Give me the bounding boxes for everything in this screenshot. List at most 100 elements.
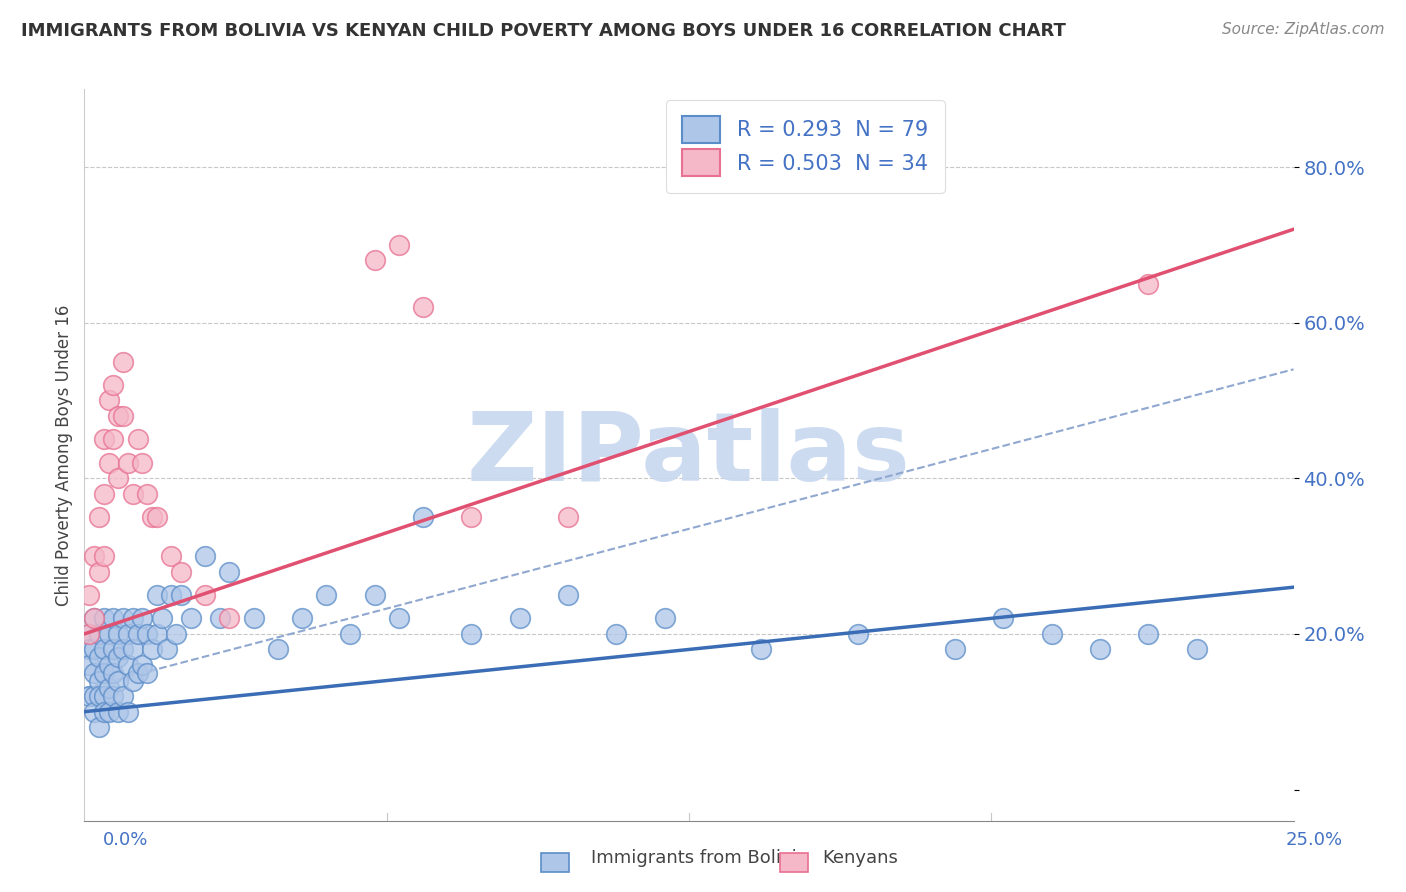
Text: 0.0%: 0.0% <box>103 831 148 849</box>
Point <box>112 642 135 657</box>
Point <box>136 487 159 501</box>
Point <box>363 253 385 268</box>
Point <box>1137 277 1160 291</box>
Point <box>1185 642 1208 657</box>
Point <box>194 588 217 602</box>
Y-axis label: Child Poverty Among Boys Under 16: Child Poverty Among Boys Under 16 <box>55 304 73 606</box>
Point <box>121 673 143 688</box>
Point <box>117 658 139 673</box>
Point <box>117 456 139 470</box>
Point <box>557 510 579 524</box>
Point <box>87 510 110 524</box>
Text: Immigrants from Bolivia: Immigrants from Bolivia <box>591 849 807 867</box>
Point <box>112 689 135 703</box>
Point <box>93 689 115 703</box>
Point <box>557 588 579 602</box>
Point <box>93 642 115 657</box>
Point <box>1040 627 1063 641</box>
Point <box>103 611 125 625</box>
Point <box>117 627 139 641</box>
Point <box>160 549 183 563</box>
Point <box>267 642 290 657</box>
Point <box>97 393 120 408</box>
Point <box>131 611 153 625</box>
Point <box>751 642 773 657</box>
Point <box>97 705 120 719</box>
Point <box>112 354 135 368</box>
Point <box>131 658 153 673</box>
Point <box>150 611 173 625</box>
Point <box>194 549 217 563</box>
Point <box>93 487 115 501</box>
Point <box>93 433 115 447</box>
Point <box>131 456 153 470</box>
Point <box>155 642 177 657</box>
Point <box>605 627 627 641</box>
Point <box>943 642 966 657</box>
Point <box>93 549 115 563</box>
Point <box>83 549 105 563</box>
Point <box>77 627 100 641</box>
Point <box>97 658 120 673</box>
Point <box>136 627 159 641</box>
Point <box>1088 642 1111 657</box>
Point <box>103 642 125 657</box>
Point <box>146 588 169 602</box>
Point <box>993 611 1015 625</box>
Point <box>388 611 411 625</box>
Text: IMMIGRANTS FROM BOLIVIA VS KENYAN CHILD POVERTY AMONG BOYS UNDER 16 CORRELATION : IMMIGRANTS FROM BOLIVIA VS KENYAN CHILD … <box>21 22 1066 40</box>
Point <box>141 510 163 524</box>
Point <box>121 487 143 501</box>
Point <box>315 588 337 602</box>
Point <box>97 456 120 470</box>
Point <box>97 681 120 696</box>
Text: Source: ZipAtlas.com: Source: ZipAtlas.com <box>1222 22 1385 37</box>
Point <box>103 689 125 703</box>
Point <box>83 611 105 625</box>
Point <box>77 627 100 641</box>
Point <box>107 409 129 423</box>
Point <box>218 611 240 625</box>
Point <box>93 705 115 719</box>
Point <box>87 720 110 734</box>
Point <box>127 433 149 447</box>
Point <box>291 611 314 625</box>
Point <box>103 665 125 680</box>
Point <box>846 627 869 641</box>
Point <box>83 665 105 680</box>
Point <box>121 642 143 657</box>
Point <box>77 689 100 703</box>
Point <box>87 627 110 641</box>
Point <box>509 611 531 625</box>
Point <box>107 650 129 665</box>
Point <box>136 665 159 680</box>
Point <box>107 673 129 688</box>
Point <box>170 565 193 579</box>
Text: ZIPatlas: ZIPatlas <box>467 409 911 501</box>
Point <box>388 237 411 252</box>
Point <box>77 588 100 602</box>
Point <box>146 510 169 524</box>
Point <box>180 611 202 625</box>
Point <box>83 689 105 703</box>
Point <box>87 689 110 703</box>
Point <box>107 471 129 485</box>
Point <box>87 650 110 665</box>
Point <box>1137 627 1160 641</box>
Point <box>107 705 129 719</box>
Point <box>107 627 129 641</box>
Point <box>160 588 183 602</box>
Point <box>218 565 240 579</box>
Point <box>83 611 105 625</box>
Point <box>103 433 125 447</box>
Point <box>339 627 361 641</box>
Text: Kenyans: Kenyans <box>823 849 898 867</box>
Point <box>412 300 434 314</box>
Point <box>112 409 135 423</box>
Point <box>208 611 231 625</box>
Point <box>654 611 676 625</box>
Point <box>77 658 100 673</box>
Point <box>112 611 135 625</box>
Point <box>93 665 115 680</box>
Point <box>121 611 143 625</box>
